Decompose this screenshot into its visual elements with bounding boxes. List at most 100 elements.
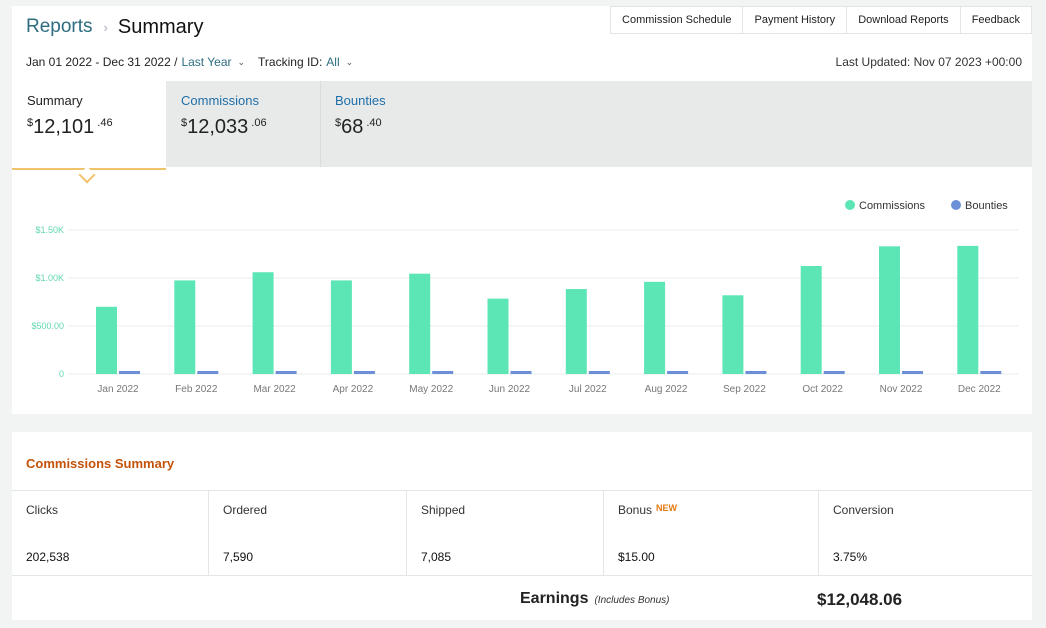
metric-value: $15.00 [618, 550, 655, 564]
commissions-legend-dot [845, 200, 855, 210]
bounties-bar [197, 371, 219, 374]
chevron-down-icon[interactable]: ⌄ [237, 56, 246, 67]
metric-conversion: Conversion 3.75% [819, 491, 1032, 575]
bounties-bar [510, 371, 532, 374]
commissions-bar [330, 280, 352, 374]
y-tick-label: $1.00K [35, 273, 64, 283]
tab-commissions[interactable]: Commissions $12,033.06 [166, 81, 320, 167]
x-tick-label: Feb 2022 [175, 384, 218, 395]
x-tick-label: Apr 2022 [333, 384, 374, 395]
bounties-bar [745, 371, 767, 374]
chevron-right-icon: › [103, 19, 108, 35]
tab-divider [320, 81, 321, 167]
metric-label: Clicks [26, 503, 58, 517]
chart-labels: 0 $500.00 $1.00K $1.50K Jan 2022 Feb 2022 Mar … [31, 225, 1001, 395]
bounties-bar [667, 371, 689, 374]
metric-value: 3.75% [833, 550, 868, 564]
chart-gridlines [68, 229, 1018, 375]
feedback-button[interactable]: Feedback [959, 6, 1032, 34]
x-tick-label: May 2022 [409, 384, 453, 395]
commissions-bar [722, 295, 744, 374]
tab-bounties-amount: $68.40 [335, 116, 382, 138]
metric-label: Conversion [833, 503, 894, 517]
x-tick-label: Sep 2022 [723, 384, 766, 395]
metric-value: 202,538 [26, 550, 70, 564]
y-tick-label: 0 [59, 369, 64, 379]
tab-summary-title: Summary [27, 93, 83, 108]
x-tick-label: Jul 2022 [569, 384, 607, 395]
x-tick-label: Dec 2022 [958, 384, 1001, 395]
commissions-bar [174, 280, 196, 374]
summary-tabs: Summary $12,101.46 Commissions $12,033.0… [12, 81, 1032, 170]
commission-schedule-button[interactable]: Commission Schedule [610, 6, 744, 34]
metric-value: 7,085 [421, 550, 452, 564]
new-badge: NEW [656, 503, 678, 513]
x-tick-label: Jan 2022 [97, 384, 139, 395]
metric-label: Shipped [421, 503, 466, 517]
commissions-bar [487, 298, 509, 374]
filter-bar: Jan 01 2022 - Dec 31 2022 / Last Year ⌄ … [26, 55, 353, 69]
x-tick-label: Jun 2022 [489, 384, 531, 395]
commissions-bar [644, 281, 666, 374]
bounties-bar [980, 371, 1002, 374]
tab-summary[interactable]: Summary $12,101.46 [12, 81, 166, 170]
tab-bounties[interactable]: Bounties $68.40 [320, 81, 474, 167]
page-title: Summary [117, 15, 204, 38]
tab-bounties-title: Bounties [335, 93, 386, 108]
tracking-id-dropdown[interactable]: All [326, 55, 340, 69]
metric-shipped: Shipped 7,085 [407, 491, 604, 575]
download-reports-button[interactable]: Download Reports [846, 6, 961, 34]
bounties-bar [588, 371, 610, 374]
tab-commissions-amount: $12,033.06 [181, 116, 267, 138]
report-toolbar: Commission Schedule Payment History Down… [610, 6, 1032, 34]
breadcrumb-reports-link[interactable]: Reports [26, 16, 93, 37]
bounties-bar [902, 371, 923, 374]
chevron-down-icon[interactable]: ⌄ [345, 56, 354, 67]
monthly-earnings-chart: 0 $500.00 $1.00K $1.50K Jan 2022 Feb 2022 Mar … [31, 200, 1018, 395]
tab-summary-amount: $12,101.46 [27, 116, 113, 138]
x-tick-label: Mar 2022 [253, 384, 296, 395]
last-updated-text: Last Updated: Nov 07 2023 +00:00 [835, 55, 1022, 69]
commissions-bar [800, 266, 822, 374]
y-tick-label: $500.00 [31, 321, 64, 331]
chart-legend: Commissions Bounties [845, 200, 1008, 212]
metric-label: Ordered [223, 503, 268, 517]
commissions-summary-title: Commissions Summary [26, 456, 175, 471]
payment-history-button[interactable]: Payment History [742, 6, 848, 34]
commissions-bar [957, 245, 979, 374]
period-dropdown[interactable]: Last Year [181, 55, 232, 69]
commissions-legend-label: Commissions [859, 200, 926, 212]
commissions-bar [565, 289, 587, 374]
metric-clicks: Clicks 202,538 [12, 491, 209, 575]
commissions-bar [409, 273, 431, 374]
tab-commissions-title: Commissions [181, 93, 260, 108]
commissions-bar [252, 272, 274, 374]
earnings-total: $12,048.06 [817, 590, 903, 609]
tracking-id-label: Tracking ID: [258, 55, 323, 69]
y-tick-label: $1.50K [35, 225, 64, 235]
bounties-legend-dot [951, 200, 961, 210]
commissions-summary-card: Commissions Summary Clicks 202,538 Order… [12, 432, 1032, 620]
x-tick-label: Oct 2022 [802, 384, 843, 395]
bounties-bar [353, 371, 375, 374]
bounties-bar [823, 371, 845, 374]
chart-bars [96, 245, 1002, 374]
bounties-bar [432, 371, 454, 374]
metric-value: 7,590 [223, 550, 254, 564]
metric-label: Bonus NEW [618, 503, 678, 517]
earnings-report-card: Reports › Summary Commission Schedule Pa… [12, 6, 1032, 414]
breadcrumb: Reports › Summary [26, 16, 203, 38]
metric-bonus: Bonus NEW $15.00 [604, 491, 819, 575]
x-tick-label: Nov 2022 [880, 384, 923, 395]
bounties-bar [119, 371, 140, 374]
earnings-label: Earnings (Includes Bonus) [520, 590, 670, 607]
bounties-bar [275, 371, 297, 374]
x-tick-label: Aug 2022 [645, 384, 688, 395]
date-range-text: Jan 01 2022 - Dec 31 2022 / [26, 55, 178, 69]
metrics-row: Clicks 202,538 Ordered 7,590 Shipped 7,0… [12, 490, 1032, 576]
metric-ordered: Ordered 7,590 [209, 491, 407, 575]
earnings-note: (Includes Bonus) [594, 595, 670, 606]
commissions-bar [96, 306, 117, 374]
bounties-legend-label: Bounties [965, 200, 1008, 212]
commissions-bar [879, 246, 900, 374]
